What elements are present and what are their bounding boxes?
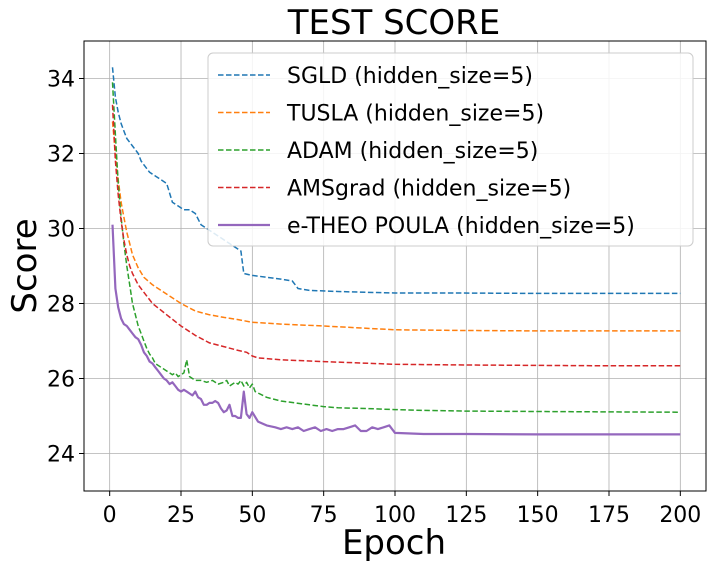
legend-label-e-theo: e-THEO POULA (hidden_size=5): [287, 214, 635, 239]
x-tick-label: 100: [374, 503, 416, 528]
legend-box: [207, 52, 694, 247]
x-tick-label: 25: [167, 503, 195, 528]
series-line-amsgrad: [111, 104, 681, 367]
y-axis-ticks: 24 26 28 30 32 34: [47, 68, 84, 468]
series-line-tusla: [111, 121, 681, 332]
y-tick-label: 26: [47, 368, 75, 393]
y-tick-label: 34: [47, 68, 75, 93]
x-tick-label: 50: [238, 503, 266, 528]
y-tick-label: 32: [47, 143, 75, 168]
legend-label-sgld: SGLD (hidden_size=5): [287, 64, 533, 89]
legend-label-amsgrad: AMSgrad (hidden_size=5): [287, 177, 571, 202]
x-tick-label: 75: [310, 503, 338, 528]
x-axis-label: Epoch: [342, 523, 446, 563]
legend-label-tusla: TUSLA (hidden_size=5): [286, 102, 544, 127]
x-tick-label: 0: [103, 503, 117, 528]
y-tick-label: 28: [47, 293, 75, 318]
series-line-e-theo: [111, 224, 681, 436]
x-tick-label: 175: [588, 503, 630, 528]
x-tick-label: 125: [445, 503, 487, 528]
chart-title: TEST SCORE: [287, 3, 501, 43]
legend-label-adam: ADAM (hidden_size=5): [287, 139, 538, 164]
y-tick-label: 30: [47, 218, 75, 243]
y-tick-label: 24: [47, 443, 75, 468]
y-axis-label: Score: [5, 218, 45, 313]
series-lines: [111, 67, 681, 436]
series-line-sgld: [111, 67, 681, 295]
x-axis-ticks: 0 25 50 75 100 125 150 175 200: [103, 491, 701, 528]
x-tick-label: 200: [659, 503, 701, 528]
x-tick-label: 150: [517, 503, 559, 528]
legend: SGLD (hidden_size=5) TUSLA (hidden_size=5…: [207, 52, 694, 247]
series-line-adam: [111, 82, 681, 413]
